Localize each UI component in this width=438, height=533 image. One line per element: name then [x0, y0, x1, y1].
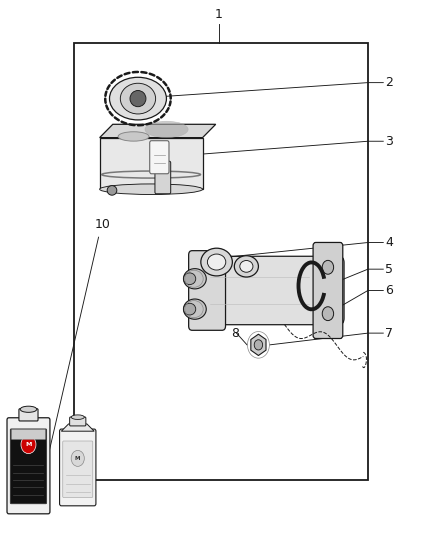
Text: M: M	[75, 456, 81, 461]
FancyBboxPatch shape	[11, 430, 46, 439]
Ellipse shape	[201, 248, 232, 276]
Polygon shape	[251, 334, 266, 356]
Ellipse shape	[107, 185, 117, 195]
Ellipse shape	[120, 83, 155, 114]
Ellipse shape	[240, 261, 253, 272]
Bar	[74, 43, 368, 480]
Text: 7: 7	[385, 327, 393, 340]
Text: M: M	[25, 442, 32, 447]
Ellipse shape	[99, 184, 202, 195]
Ellipse shape	[71, 415, 84, 419]
Text: 6: 6	[385, 284, 393, 297]
Text: 1: 1	[215, 9, 223, 21]
Ellipse shape	[145, 121, 188, 138]
Ellipse shape	[184, 273, 196, 285]
Ellipse shape	[20, 406, 37, 413]
FancyBboxPatch shape	[7, 418, 50, 514]
Ellipse shape	[118, 132, 149, 141]
FancyBboxPatch shape	[198, 256, 344, 325]
Circle shape	[322, 261, 334, 274]
Text: 3: 3	[385, 135, 393, 148]
Text: 4: 4	[385, 236, 393, 249]
FancyBboxPatch shape	[19, 409, 38, 421]
FancyBboxPatch shape	[155, 161, 171, 194]
FancyBboxPatch shape	[60, 429, 96, 506]
Polygon shape	[99, 138, 202, 189]
FancyBboxPatch shape	[63, 441, 93, 497]
FancyBboxPatch shape	[313, 243, 343, 338]
Circle shape	[21, 435, 36, 454]
Polygon shape	[61, 424, 94, 431]
Polygon shape	[99, 124, 215, 138]
Circle shape	[322, 306, 334, 320]
Ellipse shape	[208, 254, 226, 270]
FancyBboxPatch shape	[150, 141, 169, 174]
Text: 2: 2	[385, 76, 393, 89]
Text: 10: 10	[95, 218, 111, 231]
Circle shape	[254, 340, 263, 350]
Text: 5: 5	[385, 263, 393, 276]
FancyBboxPatch shape	[189, 251, 226, 330]
Text: 8: 8	[231, 327, 239, 340]
Ellipse shape	[110, 77, 166, 120]
Ellipse shape	[184, 303, 196, 315]
FancyBboxPatch shape	[70, 417, 86, 426]
Ellipse shape	[130, 91, 146, 107]
Circle shape	[71, 450, 84, 466]
Ellipse shape	[234, 256, 258, 277]
Ellipse shape	[184, 269, 206, 289]
FancyBboxPatch shape	[10, 429, 47, 504]
Ellipse shape	[184, 299, 206, 319]
